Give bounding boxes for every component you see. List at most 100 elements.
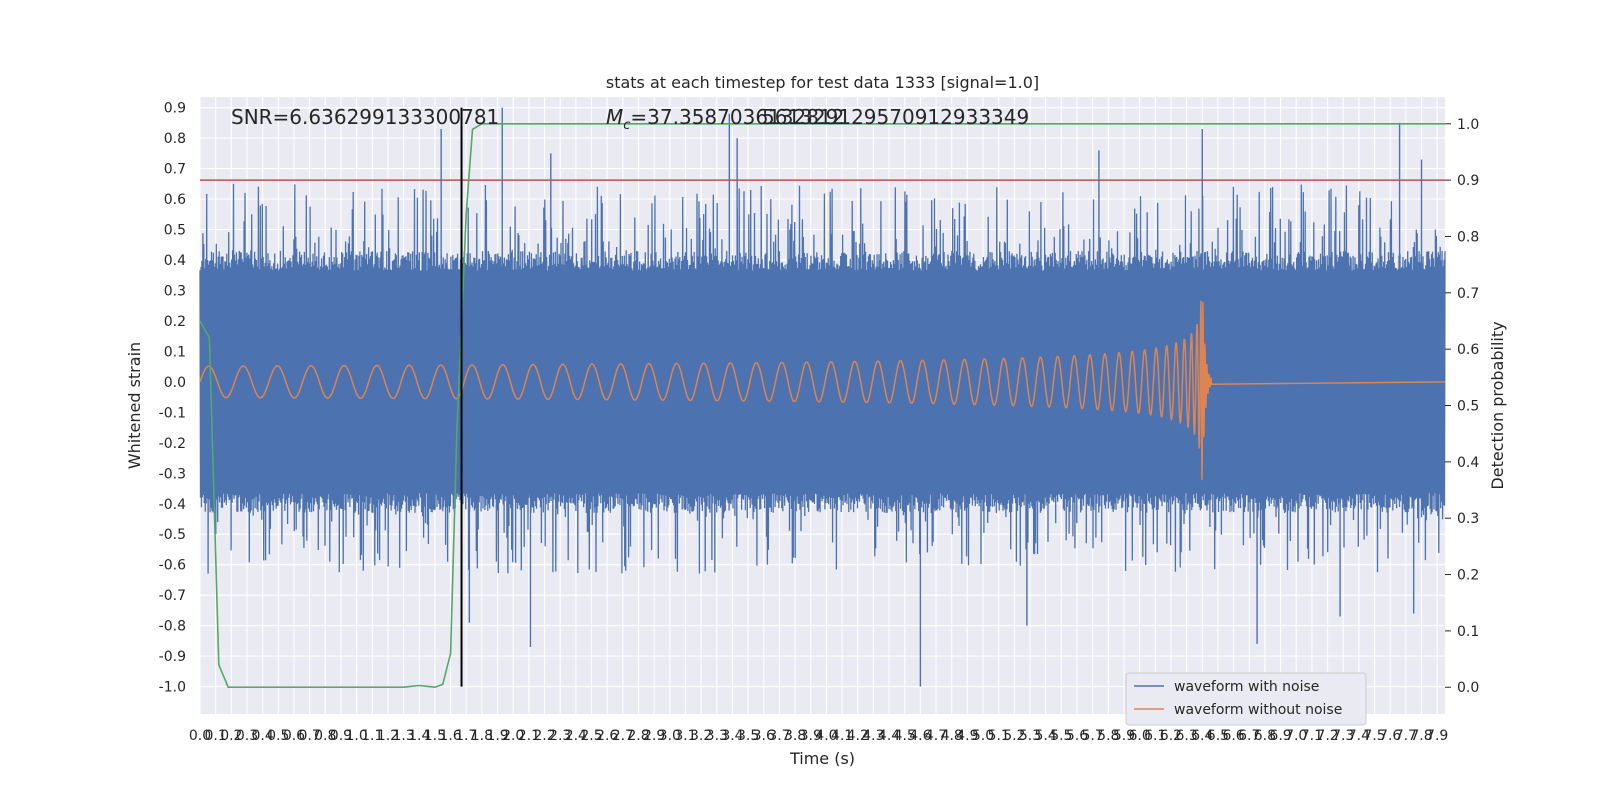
x-tick-label: 1.6 — [439, 728, 461, 744]
x-tick-label: 7.0 — [1285, 728, 1307, 744]
x-tick-label: 2.9 — [643, 728, 665, 744]
x-tick-label: 7.5 — [1363, 728, 1385, 744]
x-tick-label: 6.4 — [1191, 728, 1213, 744]
chirp-mass-symbol: M — [606, 105, 623, 129]
x-tick-label: 4.1 — [831, 728, 853, 744]
legend-label: waveform with noise — [1174, 679, 1319, 695]
x-tick-label: 5.0 — [972, 728, 994, 744]
x-tick-label: 0.8 — [314, 728, 336, 744]
y-tick-label: -0.3 — [159, 466, 186, 482]
series-layer — [199, 107, 1446, 689]
x-tick-label: 7.6 — [1379, 728, 1401, 744]
y-tick-label: -0.2 — [159, 436, 186, 452]
x-tick-label: 1.0 — [345, 728, 367, 744]
snr-annotation: SNR=6.636299133300781 — [231, 105, 499, 129]
x-tick-label: 2.1 — [518, 728, 540, 744]
x-tick-label: 0.4 — [252, 728, 274, 744]
y2-tick-label: 0.5 — [1457, 399, 1479, 415]
x-tick-label: 0.1 — [205, 728, 227, 744]
y-tick-label: -0.1 — [159, 405, 186, 421]
x-tick-label: 1.2 — [377, 728, 399, 744]
x-tick-label: 4.9 — [956, 728, 978, 744]
x-tick-label: 5.3 — [1019, 728, 1041, 744]
legend: waveform with noise waveform without nois… — [1125, 672, 1367, 726]
y2-tick-label: 0.9 — [1457, 173, 1479, 189]
x-tick-label: 1.9 — [486, 728, 508, 744]
x-tick-label: 5.6 — [1066, 728, 1088, 744]
y-tick-label: 0.8 — [164, 131, 186, 147]
y2-tick-label: 0.2 — [1457, 568, 1479, 584]
y2-tick-label: 0.1 — [1457, 624, 1479, 640]
y-tick-label: -0.5 — [159, 527, 186, 543]
x-tick-label: 7.9 — [1426, 728, 1448, 744]
y2-tick-label: 0.6 — [1457, 342, 1479, 358]
noisy-waveform-line — [199, 183, 1446, 574]
x-tick-label: 3.2 — [690, 728, 712, 744]
x-tick-label: 7.3 — [1332, 728, 1354, 744]
overlapping-annotation: 561329129570912933349 — [762, 105, 1029, 129]
y-tick-label: -0.6 — [159, 558, 186, 574]
x-tick-label: 4.4 — [878, 728, 900, 744]
chart-title: stats at each timestep for test data 133… — [606, 73, 1039, 92]
x-tick-label: 2.2 — [533, 728, 555, 744]
x-tick-label: 2.4 — [565, 728, 587, 744]
x-tick-label: 1.3 — [392, 728, 414, 744]
y-tick-label: 0.3 — [164, 283, 186, 299]
x-tick-label: 5.9 — [1113, 728, 1135, 744]
legend-label: waveform without noise — [1174, 702, 1342, 718]
x-tick-label: 3.7 — [768, 728, 790, 744]
x-tick-label: 5.5 — [1050, 728, 1072, 744]
x-tick-label: 5.8 — [1097, 728, 1119, 744]
y-tick-label: 0.2 — [164, 314, 186, 330]
x-tick-label: 4.5 — [894, 728, 916, 744]
y2-tick-label: 0.7 — [1457, 286, 1479, 302]
x-tick-label: 5.2 — [1003, 728, 1025, 744]
y-tick-label: 0.1 — [164, 344, 186, 360]
x-tick-label: 7.2 — [1316, 728, 1338, 744]
x-tick-label: 5.1 — [988, 728, 1010, 744]
x-tick-label: 6.7 — [1238, 728, 1260, 744]
x-tick-label: 1.8 — [471, 728, 493, 744]
x-tick-label: 4.7 — [925, 728, 947, 744]
x-tick-label: 1.4 — [408, 728, 430, 744]
x-tick-label: 7.8 — [1410, 728, 1432, 744]
x-tick-label: 4.0 — [815, 728, 837, 744]
clean-waveform-line — [199, 300, 1446, 481]
x-tick-label: 6.3 — [1175, 728, 1197, 744]
y2-tick-label: 0.0 — [1457, 680, 1479, 696]
x-tick-label: 6.2 — [1160, 728, 1182, 744]
x-tick-label: 6.5 — [1207, 728, 1229, 744]
x-tick-label: 0.5 — [267, 728, 289, 744]
labels: stats at each timestep for test data 133… — [125, 73, 1507, 768]
x-tick-label: 6.9 — [1269, 728, 1291, 744]
y2-tick-label: 0.4 — [1457, 455, 1479, 471]
y-tick-label: 0.5 — [164, 223, 186, 239]
y2-tick-label: 1.0 — [1457, 117, 1479, 133]
x-tick-label: 4.3 — [862, 728, 884, 744]
x-tick-label: 3.3 — [706, 728, 728, 744]
x-tick-label: 6.1 — [1144, 728, 1166, 744]
y-tick-label: -0.8 — [159, 619, 186, 635]
x-tick-label: 6.0 — [1128, 728, 1150, 744]
x-tick-label: 3.8 — [784, 728, 806, 744]
x-axis-label: Time (s) — [789, 749, 855, 768]
x-tick-label: 7.1 — [1301, 728, 1323, 744]
y-tick-label: 0.9 — [164, 101, 186, 117]
x-tick-label: 5.4 — [1035, 728, 1057, 744]
x-tick-label: 1.1 — [361, 728, 383, 744]
chirp-mass-subscript: c — [623, 118, 630, 133]
x-tick-label: 4.2 — [847, 728, 869, 744]
x-tick-label: 3.9 — [800, 728, 822, 744]
x-tick-label: 7.4 — [1348, 728, 1370, 744]
x-tick-label: 3.5 — [737, 728, 759, 744]
x-tick-label: 1.7 — [455, 728, 477, 744]
x-tick-label: 0.6 — [283, 728, 305, 744]
x-tick-label: 2.7 — [612, 728, 634, 744]
x-tick-label: 2.0 — [502, 728, 524, 744]
x-tick-label: 2.6 — [596, 728, 618, 744]
x-tick-label: 7.7 — [1395, 728, 1417, 744]
y2-tick-label: 0.3 — [1457, 511, 1479, 527]
axes: 0.00.10.20.30.40.50.60.70.80.91.01.11.21… — [159, 101, 1480, 744]
y-tick-label: -0.7 — [159, 588, 186, 604]
